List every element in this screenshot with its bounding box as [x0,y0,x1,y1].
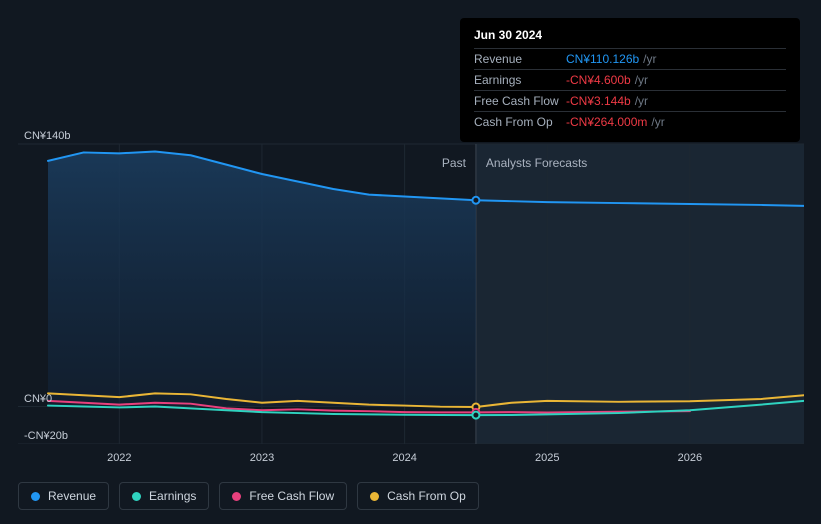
tooltip-unit: /yr [651,115,664,129]
legend-swatch [232,492,241,501]
chart-legend: Revenue Earnings Free Cash Flow Cash From O… [18,482,479,510]
legend-swatch [31,492,40,501]
legend-label: Earnings [149,489,196,503]
x-axis-label: 2023 [250,452,274,464]
legend-item[interactable]: Free Cash Flow [219,482,347,510]
x-axis-label: 2026 [678,452,702,464]
legend-label: Revenue [48,489,96,503]
tooltip-unit: /yr [635,73,648,87]
legend-item[interactable]: Earnings [119,482,209,510]
tooltip-value: -CN¥264.000m [566,115,647,129]
y-axis-label: CN¥0 [24,393,52,405]
tooltip-row: Free Cash Flow-CN¥3.144b/yr [474,90,786,111]
y-axis-label: -CN¥20b [24,430,68,442]
legend-item[interactable]: Revenue [18,482,109,510]
x-axis-label: 2022 [107,452,131,464]
tooltip-row: Cash From Op-CN¥264.000m/yr [474,111,786,132]
tooltip-unit: /yr [635,94,648,108]
legend-label: Cash From Op [387,489,466,503]
tooltip-row: RevenueCN¥110.126b/yr [474,48,786,69]
tooltip-title: Jun 30 2024 [474,28,786,48]
tooltip-value: CN¥110.126b [566,52,639,66]
tooltip-value: -CN¥4.600b [566,73,631,87]
tooltip-key: Free Cash Flow [474,94,566,108]
section-label-past: Past [442,156,466,170]
x-axis-label: 2024 [392,452,416,464]
x-axis-label: 2025 [535,452,559,464]
tooltip-key: Earnings [474,73,566,87]
tooltip-row: Earnings-CN¥4.600b/yr [474,69,786,90]
financials-chart[interactable]: Past Analysts Forecasts -CN¥20b CN¥0 CN¥14… [18,128,804,444]
tooltip-key: Revenue [474,52,566,66]
tooltip-value: -CN¥3.144b [566,94,631,108]
legend-label: Free Cash Flow [249,489,334,503]
chart-tooltip: Jun 30 2024 RevenueCN¥110.126b/yrEarning… [460,18,800,142]
y-axis-label: CN¥140b [24,130,70,142]
legend-swatch [132,492,141,501]
legend-swatch [370,492,379,501]
tooltip-key: Cash From Op [474,115,566,129]
section-label-forecast: Analysts Forecasts [486,156,587,170]
tooltip-unit: /yr [643,52,656,66]
legend-item[interactable]: Cash From Op [357,482,479,510]
